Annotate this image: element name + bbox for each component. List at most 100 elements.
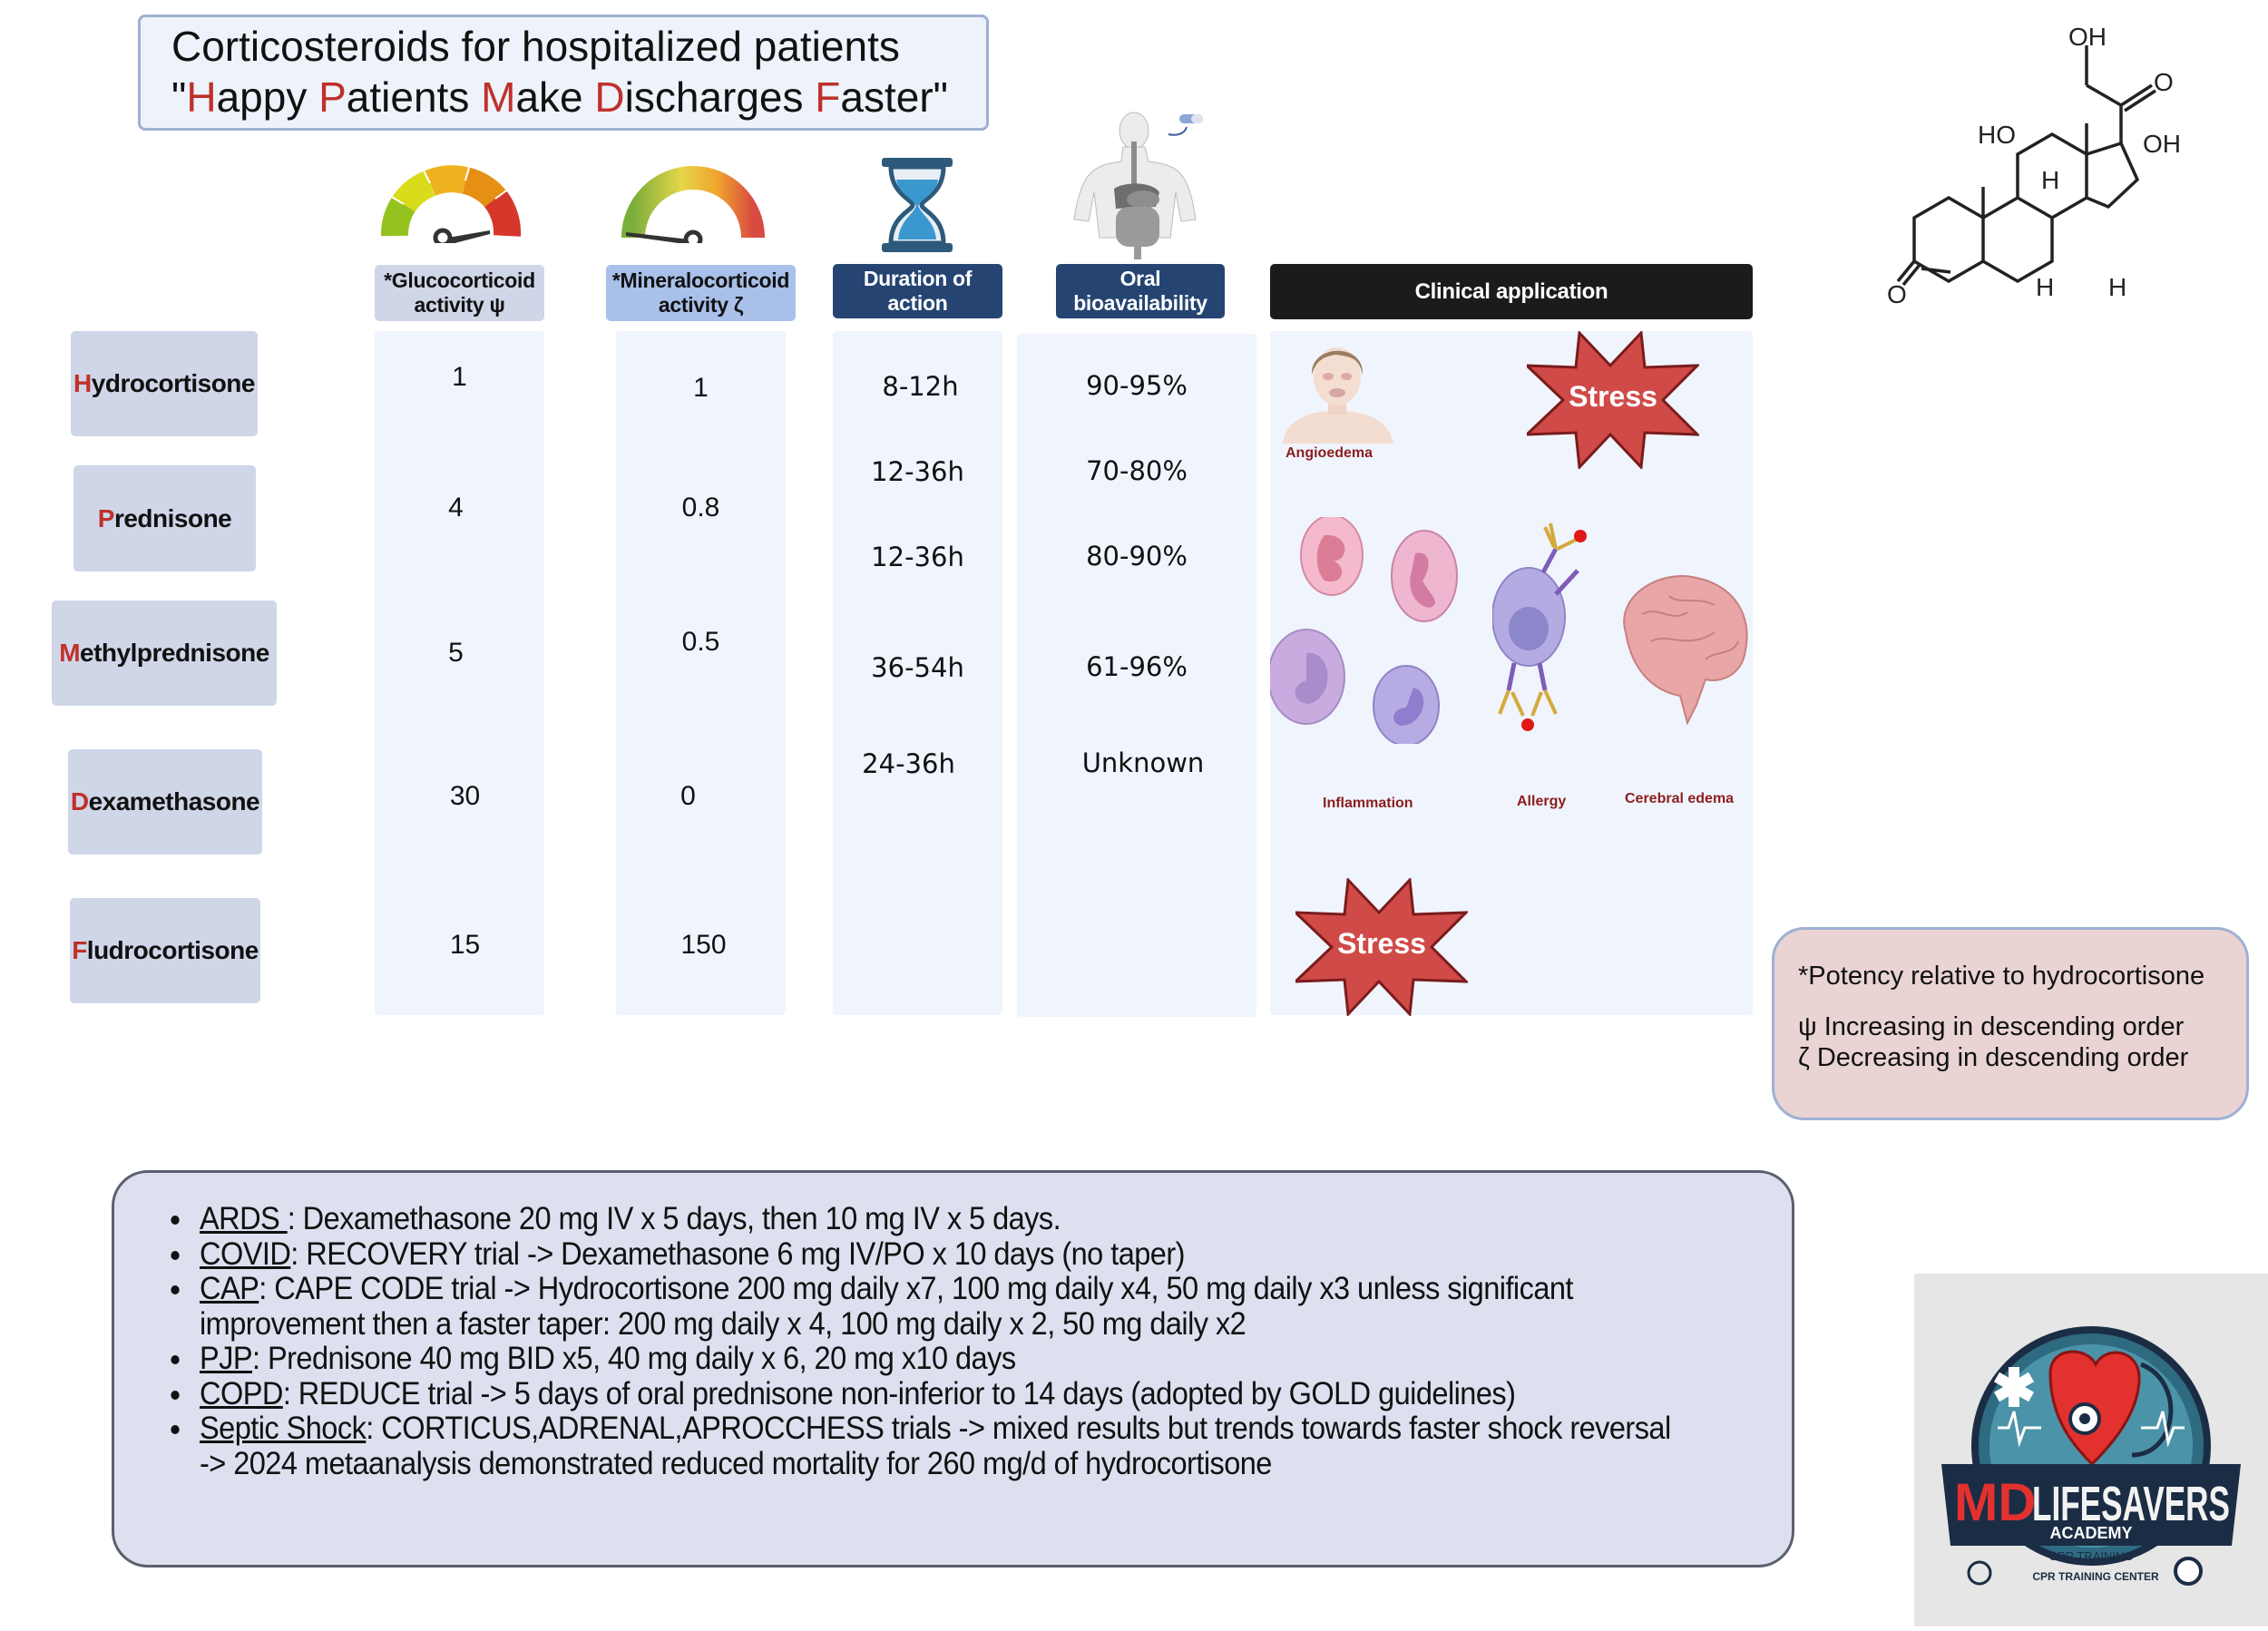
logo-lifesavers: LIFESAVERS: [2032, 1477, 2230, 1531]
cell-duration: 12-36h: [871, 542, 964, 572]
angioedema-person-icon: [1283, 347, 1393, 444]
svg-text:H: H: [2041, 166, 2059, 194]
header-glucocorticoid: *Glucocorticoid activity ψ: [375, 265, 544, 321]
md-lifesavers-logo: MD LIFESAVERS ACADEMY CPR TRAINING CPR T…: [1914, 1274, 2268, 1626]
cell-oral: 61-96%: [1086, 651, 1188, 682]
column-mineralocorticoid: 1 0.8 0.5 0 150: [616, 331, 786, 1015]
gauge-high-icon: [381, 161, 522, 243]
column-duration: 8-12h 12-36h 12-36h 36-54h 24-36h: [833, 331, 1002, 1015]
note-text: : Dexamethasone 20 mg IV x 5 days, then …: [287, 1201, 1061, 1236]
logo-emblem-icon: MD LIFESAVERS ACADEMY CPR TRAINING CPR T…: [1941, 1326, 2241, 1586]
cell-mineralocorticoid: 0.8: [681, 493, 720, 523]
mnemonic-initial-h: H: [186, 73, 217, 121]
note-copd: COPD: REDUCE trial -> 5 days of oral pre…: [171, 1375, 1794, 1412]
note-text: : CAPE CODE trial -> Hydrocortisone 200 …: [259, 1271, 1573, 1306]
stress-burst-bottom: Stress: [1292, 876, 1470, 1018]
note-key: COPD: [200, 1375, 283, 1411]
mnemonic-initial-p: P: [318, 73, 347, 121]
logo-academy: ACADEMY: [2049, 1524, 2132, 1542]
note-key: CAP: [200, 1271, 259, 1306]
note-pjp: PJP: Prednisone 40 mg BID x5, 40 mg dail…: [171, 1341, 1794, 1377]
mnemonic-line: "Happy Patients Make Discharges Faster": [171, 72, 986, 122]
cell-glucocorticoid: 1: [452, 362, 467, 392]
mnemonic-initial-f: F: [815, 73, 841, 121]
note-key: Septic Shock: [200, 1411, 367, 1446]
svg-text:O: O: [2154, 68, 2174, 96]
allergy-mast-cell-icon: [1492, 523, 1587, 731]
stress-burst-icon: [1523, 329, 1701, 471]
svg-text:OH: OH: [2068, 25, 2107, 51]
cell-mineralocorticoid: 1: [693, 373, 709, 403]
note-continuation: -> 2024 metaanalysis demonstrated reduce…: [200, 1445, 1272, 1481]
cell-mineralocorticoid: 0.5: [681, 627, 720, 657]
title-box: Corticosteroids for hospitalized patient…: [138, 15, 989, 131]
stress-burst-top: Stress: [1523, 329, 1701, 471]
cell-mineralocorticoid: 0: [680, 781, 696, 811]
gauge-low-icon: [621, 166, 765, 243]
label-inflammation: Inflammation: [1323, 796, 1413, 811]
logo-center: CPR TRAINING CENTER: [2032, 1570, 2159, 1583]
note-text: : Prednisone 40 mg BID x5, 40 mg daily x…: [252, 1341, 1016, 1376]
hydrocortisone-structure-icon: O OH O HO OH H H H: [1887, 25, 2181, 308]
potency-note-line1: *Potency relative to hydrocortisone: [1798, 962, 2205, 991]
cell-oral: 70-80%: [1086, 455, 1188, 486]
cell-glucocorticoid: 4: [448, 493, 464, 523]
svg-text:HO: HO: [1978, 121, 2016, 149]
svg-text:OH: OH: [2143, 130, 2181, 158]
potency-note-line2: ψ Increasing in descending order: [1798, 1012, 2185, 1041]
potency-note-box: *Potency relative to hydrocortisone ψ In…: [1772, 927, 2249, 1120]
header-mineralocorticoid: *Mineralocorticoid activity ζ: [606, 265, 796, 321]
clinical-application-panel: Angioedema Stress Inflammation Allergy: [1270, 329, 1753, 1018]
note-ards: ARDS : Dexamethasone 20 mg IV x 5 days, …: [171, 1201, 1794, 1237]
drug-name-rest: ethylprednisone: [80, 639, 269, 667]
column-oral-bioavailability: 90-95% 70-80% 80-90% 61-96% Unknown: [1017, 334, 1256, 1017]
page-title: Corticosteroids for hospitalized patient…: [171, 23, 900, 70]
cell-oral: 90-95%: [1086, 370, 1188, 401]
mnemonic-part: aster": [840, 73, 948, 121]
header-clinical-application: Clinical application: [1270, 264, 1753, 319]
cell-glucocorticoid: 15: [449, 930, 481, 960]
cell-duration: 12-36h: [871, 456, 964, 487]
cell-duration: 36-54h: [871, 652, 964, 683]
drug-initial: P: [97, 503, 115, 532]
drug-initial: M: [59, 639, 81, 667]
stress-burst-icon: [1292, 876, 1470, 1018]
label-cerebral-edema: Cerebral edema: [1625, 791, 1735, 806]
cell-oral: 80-90%: [1086, 541, 1188, 571]
header-mineralocorticoid-line2: activity ζ: [658, 293, 744, 317]
mnemonic-part: atients: [346, 73, 482, 121]
header-mineralocorticoid-line1: *Mineralocorticoid: [611, 269, 790, 292]
note-key: ARDS: [200, 1201, 288, 1236]
header-oral-line1: Oral: [1119, 267, 1161, 290]
header-duration: Duration of action: [833, 264, 1002, 318]
cell-mineralocorticoid: 150: [680, 930, 727, 960]
mnemonic-part: ischarges: [624, 73, 816, 121]
potency-note-line3: ζ Decreasing in descending order: [1798, 1043, 2189, 1072]
mnemonic-initial-m: M: [481, 73, 516, 121]
note-key: COVID: [200, 1235, 291, 1272]
svg-text:H: H: [2108, 273, 2126, 301]
note-septic-shock: Septic Shock: CORTICUS,ADRENAL,APROCCHES…: [171, 1411, 1794, 1481]
note-text: : RECOVERY trial -> Dexamethasone 6 mg I…: [290, 1235, 1185, 1272]
cell-glucocorticoid: 5: [448, 638, 464, 668]
logo-md: MD: [1954, 1473, 2036, 1532]
hourglass-icon: [882, 158, 953, 252]
drug-name-rest: ludrocortisone: [86, 936, 259, 964]
logo-cpr-training: CPR TRAINING: [2049, 1549, 2134, 1563]
cell-duration: 8-12h: [882, 371, 959, 402]
header-oral-line2: bioavailability: [1073, 291, 1207, 315]
drug-name-rest: rednisone: [113, 503, 232, 532]
header-clinical-label: Clinical application: [1414, 279, 1608, 304]
stress-label: Stress: [1337, 927, 1426, 960]
clinical-notes-box: ARDS : Dexamethasone 20 mg IV x 5 days, …: [112, 1170, 1794, 1568]
stress-label: Stress: [1569, 380, 1657, 413]
label-angioedema: Angioedema: [1286, 445, 1374, 461]
drug-name-rest: examethasone: [88, 787, 260, 816]
header-oral-bioavailability: Oral bioavailability: [1056, 264, 1225, 318]
cell-glucocorticoid: 30: [449, 781, 481, 811]
svg-text:O: O: [1887, 280, 1907, 308]
